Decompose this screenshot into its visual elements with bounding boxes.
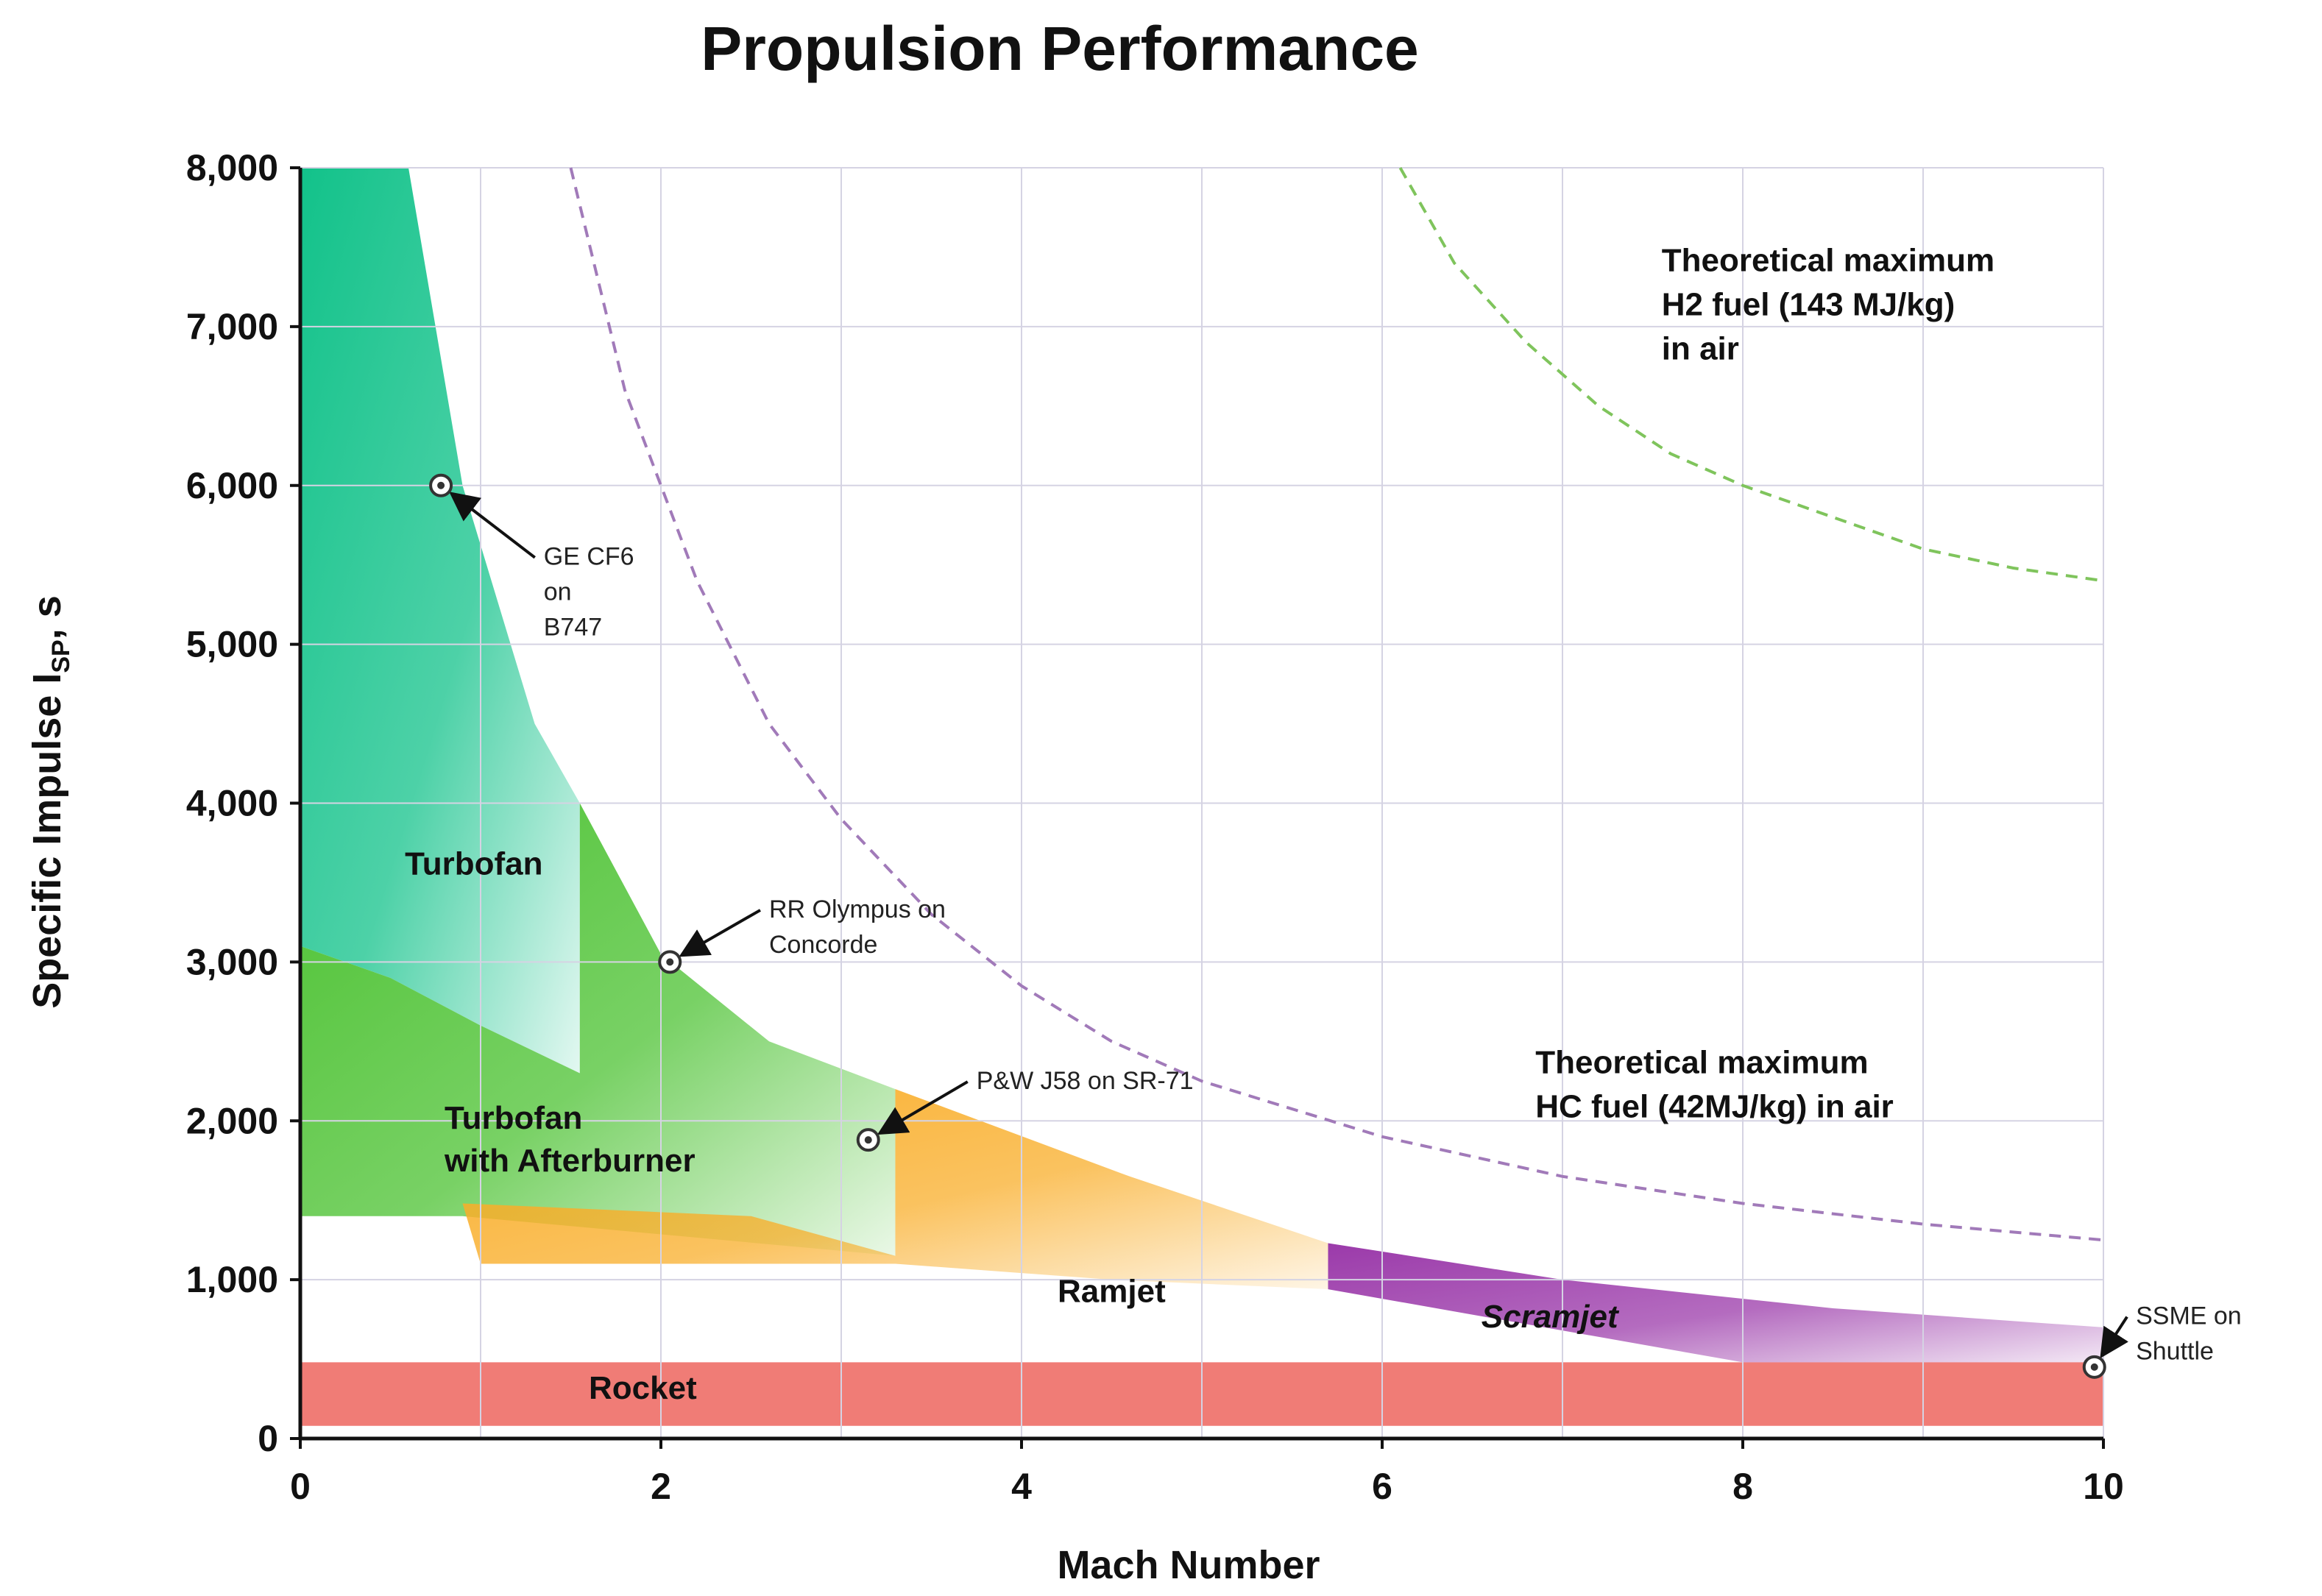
theoretical-curves-layer: Theoretical maximum H2 fuel (143 MJ/kg) in…	[569, 167, 2104, 1242]
y-tick-label: 5,000	[186, 624, 278, 665]
theoretical-curve-label-line: HC fuel (42MJ/kg) in air	[1535, 1088, 1894, 1124]
y-tick-label: 8,000	[186, 147, 278, 188]
callout-arrow	[679, 909, 761, 957]
region-labels-layer: Rocket Turbofan Turbofan with Afterburner Ra…	[405, 846, 1620, 1406]
region-label-line: Scramjet	[1482, 1299, 1620, 1335]
x-tick-label: 0	[290, 1466, 311, 1507]
data-point-marker-center	[437, 481, 445, 489]
data-point-marker-center	[864, 1136, 872, 1144]
callout-arrow	[877, 1080, 969, 1135]
callout-label-line: on	[544, 578, 572, 606]
regions-layer	[300, 168, 2103, 1426]
y-tick-label: 0	[258, 1418, 278, 1459]
y-tick-label: 1,000	[186, 1259, 278, 1300]
region-turbofan	[300, 168, 580, 1074]
callout-label-line: B747	[544, 614, 602, 642]
callout-arrow	[2100, 1316, 2128, 1359]
y-tick-label: 6,000	[186, 465, 278, 506]
callout-label-line: SSME on	[2136, 1302, 2242, 1330]
region-label-line: Rocket	[589, 1370, 697, 1406]
callout-label-line: Concorde	[769, 931, 877, 959]
region-label-scramjet: Scramjet	[1482, 1299, 1620, 1335]
region-label-line: Ramjet	[1058, 1273, 1166, 1309]
region-label-rocket: Rocket	[589, 1370, 697, 1406]
annotations-layer: GE CF6 on B747 RR Olympus on Concorde P&W J58…	[429, 473, 2242, 1379]
region-turbofan-with-afterburner	[300, 803, 896, 1256]
theoretical-curve-h2	[1398, 167, 2104, 583]
callout-label-line: RR Olympus on	[769, 895, 946, 923]
callout-label-ge-cf6-on-b747: GE CF6 on B747	[544, 543, 634, 642]
y-tick-label: 2,000	[186, 1100, 278, 1141]
region-label-turbofan: Turbofan	[405, 846, 542, 882]
region-label-line: Turbofan	[405, 846, 542, 882]
theoretical-curve-label-line: H2 fuel (143 MJ/kg)	[1662, 286, 1955, 322]
theoretical-curve-label: Theoretical maximum H2 fuel (143 MJ/kg) in…	[1662, 242, 1994, 366]
theoretical-curve-label-line: Theoretical maximum	[1535, 1044, 1868, 1080]
axes-layer: 0 2 4 6 8 10 0 1,000 2,000 3,000 4,000 5,000 6,000 7,…	[186, 147, 2124, 1507]
chart-title: Propulsion Performance	[701, 14, 1419, 83]
y-axis-title-main: Specific Impulse I	[25, 673, 69, 1009]
y-axis-title-subscript: SP	[47, 639, 75, 673]
y-tick-label: 4,000	[186, 783, 278, 824]
theoretical-curve-label-line: Theoretical maximum	[1662, 242, 1994, 278]
region-label-line: Turbofan	[445, 1100, 582, 1136]
region-label-line: with Afterburner	[444, 1143, 695, 1179]
y-axis-title: Specific Impulse ISP, s	[25, 595, 75, 1009]
theoretical-curve-label: Theoretical maximum HC fuel (42MJ/kg) in …	[1535, 1044, 1894, 1124]
theoretical-curve-label-line: in air	[1662, 330, 1739, 366]
region-label-ramjet: Ramjet	[1058, 1273, 1166, 1309]
callout-label-line: P&W J58 on SR-71	[977, 1067, 1194, 1095]
data-point-marker-center	[2090, 1363, 2098, 1371]
x-tick-label: 4	[1011, 1466, 1032, 1507]
y-axis-title-unit: , s	[25, 595, 69, 639]
x-tick-label: 8	[1732, 1466, 1753, 1507]
y-tick-label: 3,000	[186, 941, 278, 982]
x-tick-label: 2	[651, 1466, 671, 1507]
x-tick-label: 10	[2083, 1466, 2124, 1507]
callout-label-p-w-j58-on-sr-71: P&W J58 on SR-71	[977, 1067, 1194, 1095]
region-scramjet	[1328, 1243, 2103, 1363]
data-point-marker-center	[666, 958, 674, 966]
callout-label-line: Shuttle	[2136, 1338, 2214, 1366]
y-tick-label: 7,000	[186, 306, 278, 347]
x-tick-label: 6	[1372, 1466, 1392, 1507]
callout-label-rr-olympus-on-concorde: RR Olympus on Concorde	[769, 895, 946, 959]
callout-label-ssme-on-shuttle: SSME on Shuttle	[2136, 1302, 2242, 1366]
callout-label-line: GE CF6	[544, 543, 634, 571]
x-axis-title: Mach Number	[1057, 1543, 1320, 1587]
region-label-turbofan-with-afterburner: Turbofan with Afterburner	[444, 1100, 695, 1179]
region-ramjet	[462, 1089, 1328, 1290]
theoretical-curve-hc	[569, 167, 2104, 1242]
callout-arrow	[449, 492, 536, 559]
